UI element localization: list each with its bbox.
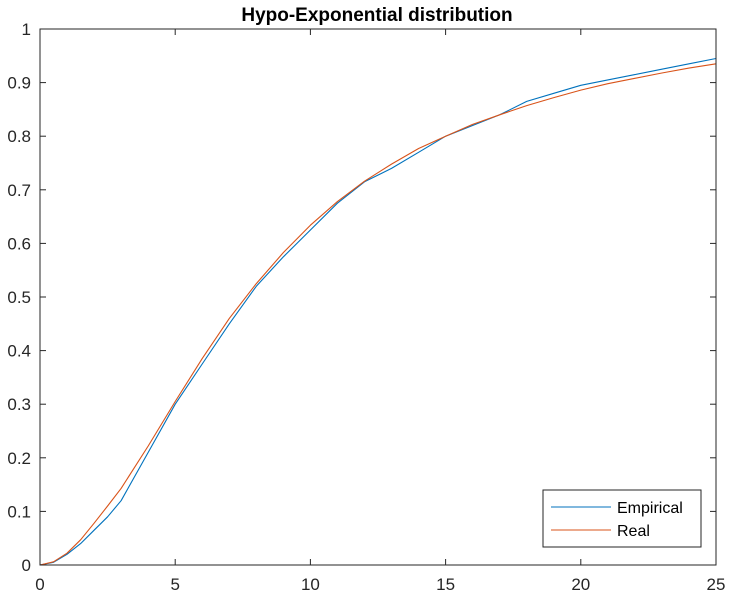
x-tick-label: 25: [707, 575, 726, 594]
y-tick-label: 0.6: [7, 234, 31, 253]
x-tick-label: 5: [170, 575, 179, 594]
x-tick-label: 20: [571, 575, 590, 594]
x-tick-label: 15: [436, 575, 455, 594]
y-tick-label: 0.4: [7, 342, 31, 361]
y-tick-label: 0.5: [7, 288, 31, 307]
series-line-empirical: [39, 57, 717, 566]
legend: Empirical Real: [542, 489, 702, 548]
chart-title: Hypo-Exponential distribution: [241, 5, 512, 26]
y-tick-label: 1: [22, 20, 31, 39]
y-tick-label: 0.8: [7, 127, 31, 146]
legend-label-real: Real: [617, 523, 650, 540]
x-tick-label: 10: [301, 575, 320, 594]
legend-label-empirical: Empirical: [617, 500, 683, 517]
x-tick-label: 0: [35, 575, 44, 594]
plot-area: [40, 29, 716, 565]
y-tick-label: 0: [22, 556, 31, 575]
y-tick-label: 0.2: [7, 449, 31, 468]
y-tick-label: 0.3: [7, 395, 31, 414]
series-line-real: [39, 63, 717, 566]
y-tick-label: 0.7: [7, 181, 31, 200]
series-layer: [39, 57, 717, 566]
legend-box: [542, 489, 702, 548]
y-tick-label: 0.9: [7, 74, 31, 93]
y-tick-label: 0.1: [7, 502, 31, 521]
axes: 0 5 10 15 20 25 0 0.1 0.2 0.3 0.4 0.5 0.6 0.7 0.8 0.9 1: [7, 20, 725, 594]
